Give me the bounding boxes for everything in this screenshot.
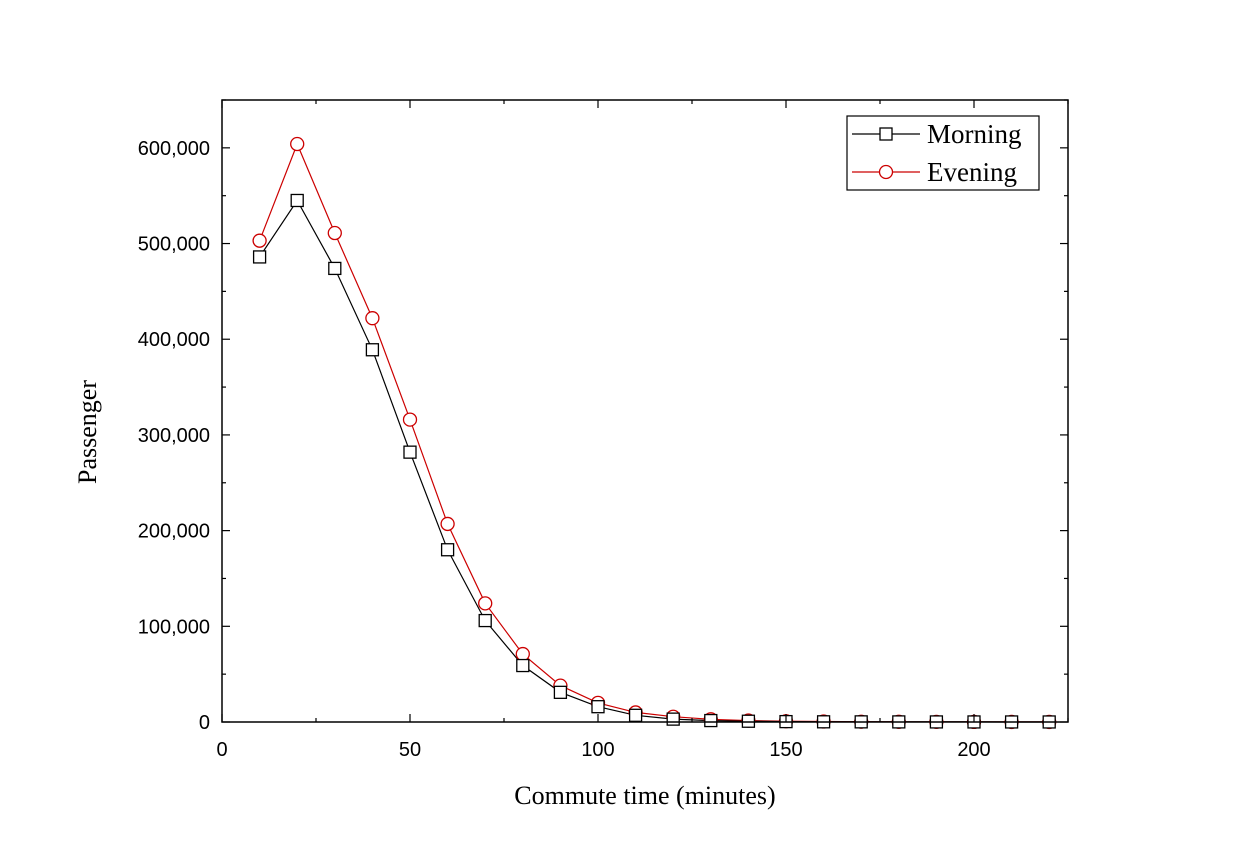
- y-tick-label: 400,000: [138, 329, 210, 351]
- legend-label-morning: Morning: [927, 119, 1022, 149]
- data-point-morning: [290, 193, 304, 208]
- legend-marker-evening: [878, 164, 894, 180]
- legend: Morning Evening: [846, 115, 1040, 191]
- axis-ticks: [221, 99, 1069, 723]
- x-tick-label: 0: [216, 739, 227, 761]
- data-point-evening: [290, 136, 305, 152]
- plot-lines: [259, 142, 1050, 723]
- x-tick-label: 200: [957, 739, 990, 761]
- legend-marker-morning: [879, 127, 893, 141]
- x-tick-labels: 0 50 100 150 200: [216, 739, 990, 761]
- data-point-morning: [591, 700, 605, 714]
- data-point-morning: [704, 713, 718, 728]
- data-point-evening: [327, 225, 342, 241]
- y-tick-label: 100,000: [138, 616, 210, 638]
- data-point-evening: [365, 311, 380, 326]
- y-tick-label: 600,000: [138, 138, 210, 160]
- y-tick-label: 0: [199, 712, 210, 734]
- y-tick-label: 300,000: [138, 425, 210, 447]
- data-point-morning: [365, 343, 380, 357]
- y-axis-title: Passenger: [73, 380, 102, 484]
- x-tick-label: 100: [581, 739, 614, 761]
- data-point-morning: [403, 445, 417, 459]
- data-point-morning: [478, 613, 492, 628]
- data-point-evening: [252, 233, 267, 248]
- plot-frame: [221, 99, 1069, 723]
- data-point-evening: [440, 516, 455, 532]
- data-point-evening: [478, 596, 493, 611]
- y-tick-label: 200,000: [138, 521, 210, 543]
- data-point-morning: [328, 261, 342, 276]
- data-point-morning: [628, 708, 643, 722]
- data-point-morning: [553, 685, 568, 699]
- legend-label-evening: Evening: [927, 157, 1017, 187]
- plot-markers: [252, 136, 1057, 730]
- series-line-morning: [259, 199, 1050, 723]
- data-point-morning: [516, 658, 530, 673]
- data-point-morning: [440, 543, 455, 557]
- data-point-morning: [741, 714, 756, 728]
- y-tick-label: 500,000: [138, 234, 210, 256]
- x-axis-title: Commute time (minutes): [514, 781, 775, 810]
- data-point-evening: [515, 646, 530, 662]
- x-tick-label: 50: [399, 739, 421, 761]
- legend-box: [846, 115, 1040, 191]
- y-tick-labels: 0 100,000 200,000 300,000 400,000 500,000 600,…: [138, 138, 210, 734]
- data-point-morning: [666, 712, 680, 726]
- data-point-morning: [252, 250, 267, 264]
- data-point-evening: [402, 412, 418, 427]
- series-line-evening: [259, 142, 1050, 723]
- x-tick-label: 150: [769, 739, 802, 761]
